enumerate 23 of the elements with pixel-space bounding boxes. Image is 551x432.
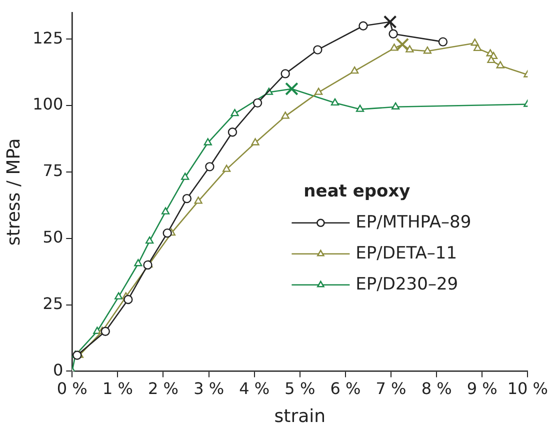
x-tick-label: 8 % [421,378,452,398]
x-axis-title: strain [274,406,326,427]
legend-label: EP/D230–29 [356,274,458,294]
x-tick-label: 3 % [194,378,224,398]
x-tick-label: 10 % [507,378,548,398]
x-tick-label: 2 % [148,378,178,398]
y-tick-label: 100 [32,94,64,114]
y-axis-title: stress / MPa [3,138,24,246]
legend-label: EP/MTHPA–89 [356,212,472,232]
x-tick-label: 0 % [56,378,88,398]
y-tick-label: 0 [52,360,64,380]
x-tick-label: 5 % [284,378,316,398]
x-tick-label: 1 % [102,378,133,398]
y-tick-label: 125 [32,28,64,48]
x-tick-label: 7 % [376,378,406,398]
x-tick-label: 9 % [466,378,498,398]
x-tick-label: 6 % [330,378,361,398]
y-tick-label: 75 [42,161,64,180]
y-tick-label: 25 [42,294,64,313]
legend-title: neat epoxy [304,181,410,202]
y-tick-label: 50 [42,228,64,247]
x-tick-label: 4 % [239,378,270,398]
legend-label: EP/DETA–11 [356,243,458,264]
